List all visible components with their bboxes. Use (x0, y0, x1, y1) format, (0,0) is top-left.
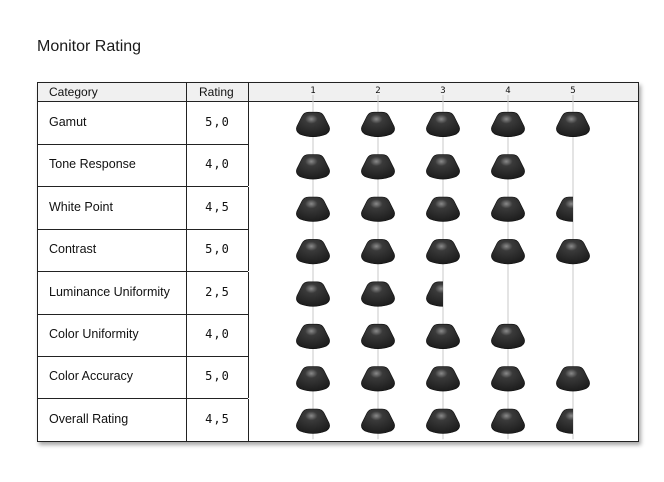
rating-cell: 2,5 (187, 271, 249, 314)
rating-value: 5,0 (205, 115, 230, 129)
knob-icon (491, 196, 525, 222)
knob-icon (426, 154, 460, 180)
table-row: Gamut 5,0 (38, 102, 249, 145)
knob-icon (296, 366, 330, 392)
knob-icon (361, 408, 395, 434)
category-label: White Point (49, 199, 113, 214)
header-category-label: Category (49, 85, 98, 99)
category-cell: Color Uniformity (38, 314, 187, 356)
rating-cell: 5,0 (187, 356, 249, 399)
category-label: Tone Response (49, 157, 136, 172)
half-knob-icon (556, 408, 573, 434)
table-row: Color Accuracy 5,0 (38, 356, 249, 400)
rating-cell: 4,0 (187, 314, 249, 356)
rating-value: 4,5 (205, 411, 230, 426)
knob-icon (426, 239, 460, 265)
knob-icon (296, 239, 330, 265)
chart-title: Monitor Rating (37, 38, 142, 55)
scale-tick-label: 2 (375, 86, 380, 96)
rating-table: Category Rating Gamut 5,0 Tone Response 4,0… (37, 82, 639, 442)
rating-cell: 5,0 (187, 229, 249, 272)
rating-cell: 4,5 (187, 186, 249, 229)
half-knob-icon (426, 281, 443, 307)
category-cell: Contrast (38, 229, 187, 272)
table-row: Overall Rating 4,5 (38, 398, 249, 442)
header-category-cell: Category (38, 83, 187, 102)
rating-cell: 5,0 (187, 102, 249, 144)
knob-icon (361, 196, 395, 222)
knob-icon (426, 366, 460, 392)
knob-icon (361, 323, 395, 349)
table-row: White Point 4,5 (38, 186, 249, 230)
half-knob-icon (556, 196, 573, 222)
knob-icon (296, 111, 330, 137)
knob-icon (361, 154, 395, 180)
scale-tick-label: 4 (505, 86, 510, 96)
knob-icon (556, 366, 590, 392)
category-label: Color Uniformity (49, 327, 139, 341)
knob-icon (361, 111, 395, 137)
rating-value: 4,0 (205, 157, 230, 172)
knob-icon (426, 111, 460, 137)
knob-icon (296, 323, 330, 349)
scale-tick-label: 5 (570, 86, 575, 96)
rating-value: 2,5 (205, 284, 230, 299)
header-rating-cell: Rating (187, 83, 249, 102)
rating-value: 5,0 (205, 242, 230, 257)
knob-icon (361, 281, 395, 307)
knob-icon (491, 239, 525, 265)
knob-icon (426, 323, 460, 349)
rating-value: 4,0 (205, 327, 230, 341)
table-row: Luminance Uniformity 2,5 (38, 271, 249, 315)
knob-icon (296, 196, 330, 222)
knob-icon (426, 196, 460, 222)
category-cell: Color Accuracy (38, 356, 187, 399)
knob-icon (361, 366, 395, 392)
knob-icon (361, 239, 395, 265)
knob-icon (491, 366, 525, 392)
category-cell: Luminance Uniformity (38, 271, 187, 314)
rating-value: 5,0 (205, 369, 230, 384)
knob-icon (296, 154, 330, 180)
knob-icon (491, 323, 525, 349)
table-row: Tone Response 4,0 (38, 144, 249, 188)
scale-tick-label: 1 (310, 86, 315, 96)
knob-icon (491, 154, 525, 180)
knob-icon (556, 111, 590, 137)
header-rating-label: Rating (199, 85, 234, 99)
rating-cell: 4,5 (187, 398, 249, 441)
knob-icon (426, 408, 460, 434)
scale-tick-label: 3 (440, 86, 445, 96)
knob-icon (296, 408, 330, 434)
category-cell: Gamut (38, 102, 187, 144)
knob-icon (491, 111, 525, 137)
rating-value: 4,5 (205, 199, 230, 214)
category-label: Luminance Uniformity (49, 284, 170, 299)
category-label: Color Accuracy (49, 369, 134, 384)
category-cell: White Point (38, 186, 187, 229)
category-label: Gamut (49, 115, 87, 129)
category-cell: Overall Rating (38, 398, 187, 441)
knob-icon (296, 281, 330, 307)
category-cell: Tone Response (38, 144, 187, 187)
table-row: Contrast 5,0 (38, 229, 249, 273)
table-row: Color Uniformity 4,0 (38, 314, 249, 357)
knob-icon (556, 239, 590, 265)
category-label: Contrast (49, 242, 97, 257)
rating-plot: 1 2 3 4 5 (296, 86, 590, 440)
category-label: Overall Rating (49, 411, 129, 426)
rating-cell: 4,0 (187, 144, 249, 187)
knob-icon (491, 408, 525, 434)
